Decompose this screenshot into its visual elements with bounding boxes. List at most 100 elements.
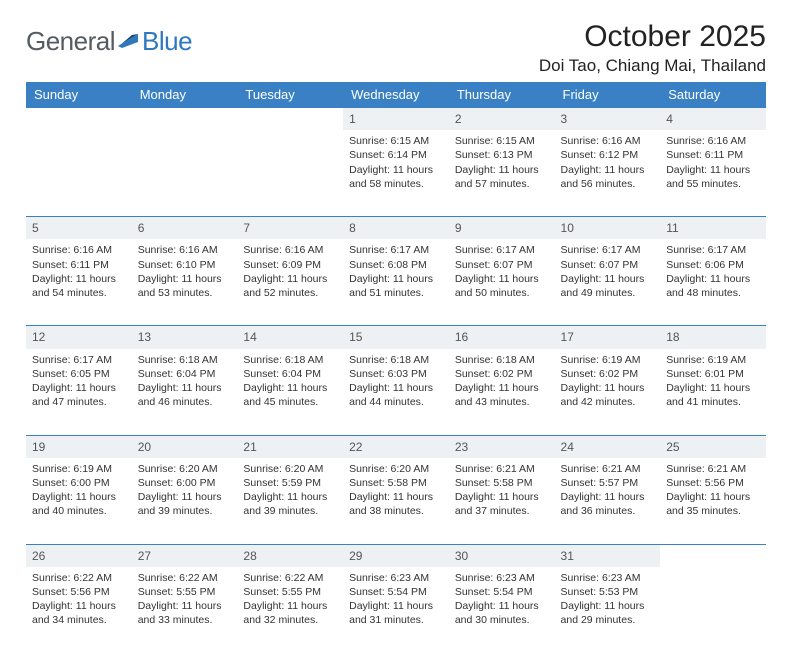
day-number-cell: 22: [343, 435, 449, 458]
weekday-header: Thursday: [449, 82, 555, 108]
day-info-line: Sunrise: 6:22 AM: [32, 571, 126, 585]
day-info-line: Sunrise: 6:16 AM: [138, 243, 232, 257]
day-info-line: Sunset: 6:02 PM: [455, 367, 549, 381]
day-info-line: Sunrise: 6:23 AM: [455, 571, 549, 585]
day-info-line: Sunrise: 6:16 AM: [666, 134, 760, 148]
day-info-line: Sunset: 6:04 PM: [138, 367, 232, 381]
day-info-line: Sunset: 6:06 PM: [666, 258, 760, 272]
day-number-cell: 13: [132, 326, 238, 349]
day-info-line: Daylight: 11 hours and 30 minutes.: [455, 599, 549, 627]
day-info-line: Sunrise: 6:18 AM: [138, 353, 232, 367]
day-number-cell: [660, 544, 766, 567]
day-info-line: Daylight: 11 hours and 57 minutes.: [455, 163, 549, 191]
day-number-cell: 11: [660, 217, 766, 240]
day-number-row: 262728293031: [26, 544, 766, 567]
day-info-line: Daylight: 11 hours and 55 minutes.: [666, 163, 760, 191]
weekday-header-row: Sunday Monday Tuesday Wednesday Thursday…: [26, 82, 766, 108]
weekday-header: Tuesday: [237, 82, 343, 108]
day-cell: Sunrise: 6:15 AMSunset: 6:13 PMDaylight:…: [449, 130, 555, 217]
day-info-line: Sunrise: 6:22 AM: [243, 571, 337, 585]
day-cell: Sunrise: 6:15 AMSunset: 6:14 PMDaylight:…: [343, 130, 449, 217]
day-info-line: Daylight: 11 hours and 58 minutes.: [349, 163, 443, 191]
day-info-line: Daylight: 11 hours and 45 minutes.: [243, 381, 337, 409]
day-info-line: Daylight: 11 hours and 38 minutes.: [349, 490, 443, 518]
day-number-row: 12131415161718: [26, 326, 766, 349]
day-info-line: Sunset: 5:56 PM: [32, 585, 126, 599]
day-cell: Sunrise: 6:21 AMSunset: 5:57 PMDaylight:…: [555, 458, 661, 545]
day-cell: Sunrise: 6:18 AMSunset: 6:02 PMDaylight:…: [449, 349, 555, 436]
day-info-line: Sunset: 6:13 PM: [455, 148, 549, 162]
day-cell: Sunrise: 6:17 AMSunset: 6:06 PMDaylight:…: [660, 239, 766, 326]
day-info-line: Daylight: 11 hours and 31 minutes.: [349, 599, 443, 627]
day-info-line: Sunset: 5:54 PM: [349, 585, 443, 599]
weekday-header: Friday: [555, 82, 661, 108]
day-cell: Sunrise: 6:18 AMSunset: 6:03 PMDaylight:…: [343, 349, 449, 436]
day-info-line: Sunrise: 6:15 AM: [455, 134, 549, 148]
day-info-line: Sunrise: 6:16 AM: [32, 243, 126, 257]
day-info-line: Sunset: 5:58 PM: [455, 476, 549, 490]
weekday-header: Wednesday: [343, 82, 449, 108]
day-number-cell: 5: [26, 217, 132, 240]
day-info-line: Sunrise: 6:16 AM: [243, 243, 337, 257]
day-info-line: Daylight: 11 hours and 33 minutes.: [138, 599, 232, 627]
day-number-cell: 1: [343, 108, 449, 131]
day-number-cell: 26: [26, 544, 132, 567]
day-info-line: Sunrise: 6:21 AM: [666, 462, 760, 476]
logo-text-1: General: [26, 26, 115, 57]
day-info-line: Daylight: 11 hours and 44 minutes.: [349, 381, 443, 409]
day-info-line: Daylight: 11 hours and 49 minutes.: [561, 272, 655, 300]
day-info-line: Sunrise: 6:19 AM: [32, 462, 126, 476]
day-info-line: Daylight: 11 hours and 34 minutes.: [32, 599, 126, 627]
day-number-cell: 30: [449, 544, 555, 567]
day-cell: Sunrise: 6:17 AMSunset: 6:07 PMDaylight:…: [449, 239, 555, 326]
day-info-line: Sunrise: 6:21 AM: [561, 462, 655, 476]
day-cell: Sunrise: 6:23 AMSunset: 5:53 PMDaylight:…: [555, 567, 661, 653]
day-number-cell: 16: [449, 326, 555, 349]
day-number-cell: 20: [132, 435, 238, 458]
day-info-line: Daylight: 11 hours and 40 minutes.: [32, 490, 126, 518]
day-number-cell: 12: [26, 326, 132, 349]
day-number-cell: 23: [449, 435, 555, 458]
week-content-row: Sunrise: 6:15 AMSunset: 6:14 PMDaylight:…: [26, 130, 766, 217]
day-cell: Sunrise: 6:16 AMSunset: 6:11 PMDaylight:…: [26, 239, 132, 326]
day-info-line: Sunrise: 6:18 AM: [349, 353, 443, 367]
day-number-cell: 2: [449, 108, 555, 131]
day-info-line: Sunset: 6:05 PM: [32, 367, 126, 381]
header-row: General Blue October 2025 Doi Tao, Chian…: [26, 20, 766, 76]
day-info-line: Sunset: 6:10 PM: [138, 258, 232, 272]
day-cell: [237, 130, 343, 217]
month-title: October 2025: [539, 20, 766, 54]
day-info-line: Sunset: 5:55 PM: [138, 585, 232, 599]
week-content-row: Sunrise: 6:22 AMSunset: 5:56 PMDaylight:…: [26, 567, 766, 653]
day-info-line: Sunset: 6:02 PM: [561, 367, 655, 381]
day-info-line: Sunset: 6:09 PM: [243, 258, 337, 272]
day-info-line: Sunrise: 6:15 AM: [349, 134, 443, 148]
day-cell: Sunrise: 6:16 AMSunset: 6:12 PMDaylight:…: [555, 130, 661, 217]
day-info-line: Sunrise: 6:17 AM: [32, 353, 126, 367]
week-content-row: Sunrise: 6:19 AM Sunset: 6:00 PM Daylight:…: [26, 458, 766, 545]
weekday-header: Sunday: [26, 82, 132, 108]
day-info-line: Daylight: 11 hours and 46 minutes.: [138, 381, 232, 409]
day-number-cell: [132, 108, 238, 131]
day-number-cell: 28: [237, 544, 343, 567]
day-info-line: Sunset: 5:57 PM: [561, 476, 655, 490]
day-info-line: Sunset: 5:55 PM: [243, 585, 337, 599]
day-info-line: Sunrise: 6:22 AM: [138, 571, 232, 585]
day-info-line: Sunrise: 6:17 AM: [561, 243, 655, 257]
day-number-row: 567891011: [26, 217, 766, 240]
day-info-line: Sunrise: 6:21 AM: [455, 462, 549, 476]
day-info-line: Daylight: 11 hours and 29 minutes.: [561, 599, 655, 627]
day-info-line: Sunset: 6:00 PM: [138, 476, 232, 490]
week-content-row: Sunrise: 6:16 AMSunset: 6:11 PMDaylight:…: [26, 239, 766, 326]
day-info-line: Sunrise: 6:16 AM: [561, 134, 655, 148]
logo-ribbon-icon: [118, 32, 140, 55]
day-info-line: Daylight: 11 hours and 39 minutes.: [243, 490, 337, 518]
day-info-line: Sunset: 6:03 PM: [349, 367, 443, 381]
day-cell: Sunrise: 6:17 AMSunset: 6:05 PMDaylight:…: [26, 349, 132, 436]
day-cell: Sunrise: 6:23 AMSunset: 5:54 PMDaylight:…: [449, 567, 555, 653]
day-number-cell: 31: [555, 544, 661, 567]
day-number-cell: 27: [132, 544, 238, 567]
day-number-cell: 10: [555, 217, 661, 240]
day-cell: [660, 567, 766, 653]
day-info-line: Sunrise: 6:19 AM: [666, 353, 760, 367]
